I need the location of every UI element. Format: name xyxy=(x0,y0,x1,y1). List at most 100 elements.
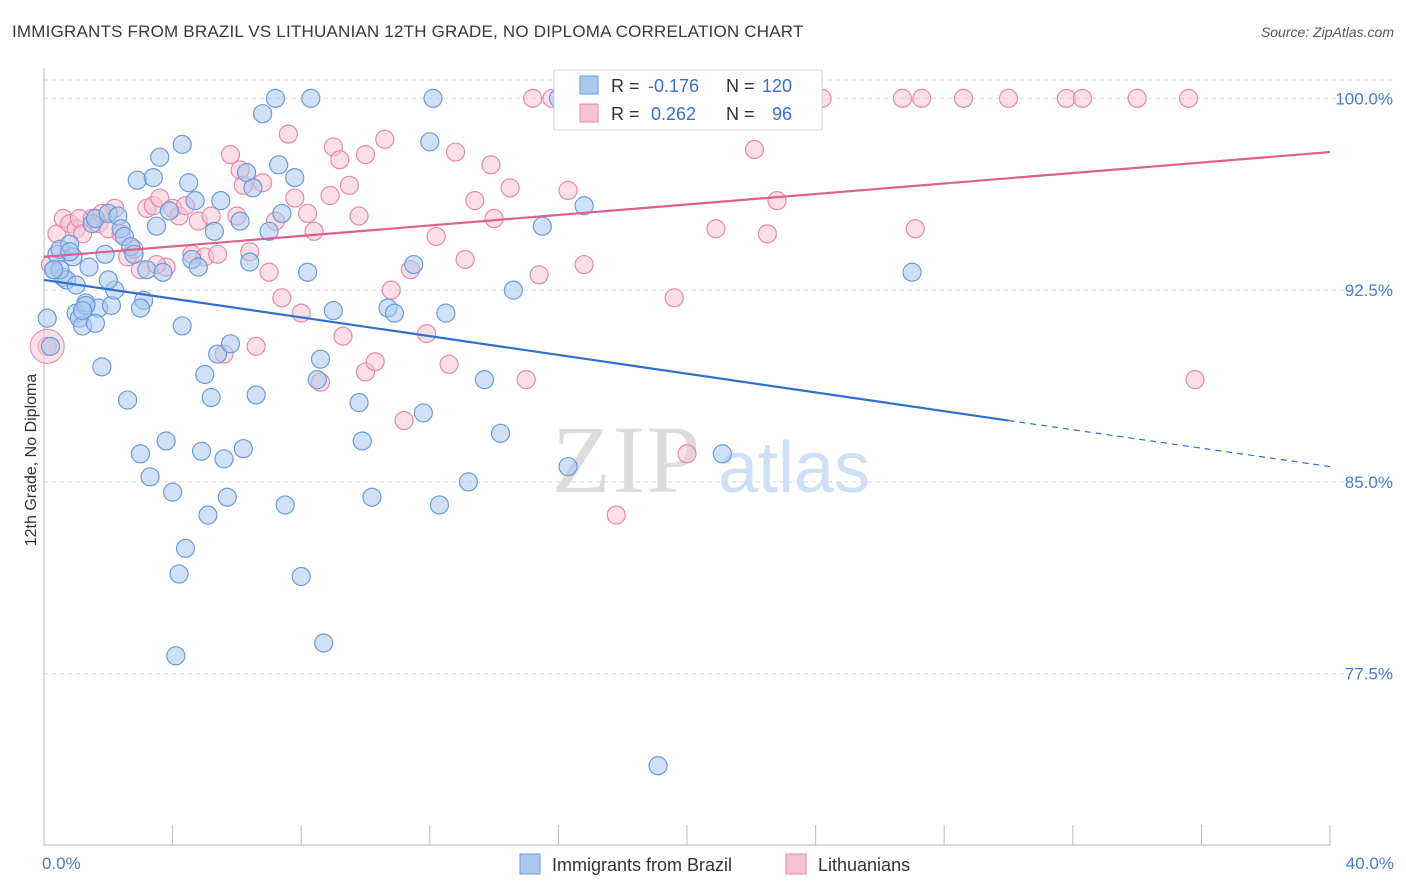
brazil-point xyxy=(169,564,189,584)
lith-point xyxy=(516,370,536,390)
brazil-point xyxy=(143,168,163,188)
lith-point xyxy=(365,352,385,372)
lith-point xyxy=(757,224,777,244)
lith-point xyxy=(381,280,401,300)
brazil-point xyxy=(40,336,61,356)
lith-point xyxy=(905,219,925,239)
y-tick-label: 77.5% xyxy=(1345,665,1393,684)
lith-point xyxy=(1127,88,1147,108)
legend-n-label-brazil: N = xyxy=(726,76,755,96)
brazil-point xyxy=(420,132,440,152)
legend-r-value-lith: 0.262 xyxy=(651,104,696,124)
brazil-point xyxy=(163,482,183,502)
brazil-point xyxy=(301,88,321,108)
brazil-point xyxy=(204,221,224,241)
lith-point xyxy=(706,219,726,239)
brazil-point xyxy=(240,252,260,272)
series-brazil xyxy=(37,88,922,776)
brazil-point xyxy=(98,270,118,290)
brazil-point xyxy=(285,168,305,188)
brazil-point xyxy=(310,349,331,369)
watermark-atlas: atlas xyxy=(718,428,870,508)
brazil-point xyxy=(265,88,286,108)
brazil-point xyxy=(79,257,99,277)
y-tick-label: 100.0% xyxy=(1335,89,1393,108)
lith-point xyxy=(298,203,318,224)
brazil-point xyxy=(130,298,151,318)
brazil-point xyxy=(490,423,511,443)
lith-point xyxy=(677,444,697,464)
brazil-point xyxy=(44,260,64,280)
brazil-point xyxy=(159,201,179,221)
lith-point xyxy=(574,254,594,275)
brazil-point xyxy=(314,633,334,653)
legend-r-label-lith: R = xyxy=(611,104,640,124)
lith-point xyxy=(304,221,324,241)
lith-point xyxy=(285,188,305,208)
trend-lines xyxy=(43,150,1331,468)
trend-brazil-extension xyxy=(1008,419,1331,468)
legend-n-label-lith: N = xyxy=(726,104,755,124)
brazil-point xyxy=(220,334,241,354)
legend-n-value-lith: 96 xyxy=(772,104,792,124)
brazil-point xyxy=(85,313,106,333)
brazil-point xyxy=(558,456,578,477)
brazil-point xyxy=(95,244,115,264)
brazil-point xyxy=(211,191,231,211)
lith-point xyxy=(445,142,466,162)
x-tick-label-end: 40.0% xyxy=(1346,854,1394,873)
brazil-point xyxy=(172,316,192,336)
brazil-point xyxy=(127,170,147,190)
lith-point xyxy=(394,410,414,431)
source-label: Source: ZipAtlas.com xyxy=(1260,24,1394,40)
lith-point xyxy=(416,323,437,344)
lith-point xyxy=(500,178,520,198)
bottom-legend-swatch-lith xyxy=(785,853,807,875)
legend-swatch-brazil xyxy=(579,75,599,95)
brazil-point xyxy=(298,262,318,282)
brazil-point xyxy=(217,487,237,507)
brazil-point xyxy=(474,370,495,390)
brazil-point xyxy=(246,385,266,405)
lith-point xyxy=(1178,88,1199,108)
brazil-point xyxy=(352,431,372,451)
brazil-point xyxy=(153,262,173,282)
lith-point xyxy=(439,354,459,374)
brazil-point xyxy=(574,196,594,216)
brazil-point xyxy=(307,370,327,390)
brazil-point xyxy=(175,538,196,558)
brazil-point xyxy=(208,344,228,364)
lith-point xyxy=(330,150,350,170)
lith-point xyxy=(455,249,475,270)
y-tick-label: 92.5% xyxy=(1345,281,1393,300)
lith-point xyxy=(220,145,241,165)
brazil-point xyxy=(150,147,170,167)
lith-point xyxy=(523,88,543,108)
brazil-point xyxy=(201,387,221,408)
lith-point xyxy=(558,180,578,201)
brazil-point xyxy=(233,439,253,459)
brazil-point xyxy=(146,216,167,236)
trend-lith xyxy=(43,150,1331,258)
brazil-point xyxy=(413,403,433,423)
lith-point xyxy=(953,88,974,108)
lith-point xyxy=(150,188,170,208)
lith-point xyxy=(426,226,446,247)
brazil-point xyxy=(362,487,382,507)
bottom-legend: Immigrants from Brazil Lithuanians xyxy=(519,853,910,875)
brazil-point xyxy=(191,441,212,461)
watermark: ZIP atlas xyxy=(552,406,870,513)
brazil-point xyxy=(532,216,552,236)
brazil-point xyxy=(712,444,732,464)
brazil-point xyxy=(140,467,160,487)
brazil-point xyxy=(404,254,424,275)
brazil-point xyxy=(503,280,523,300)
brazil-point xyxy=(429,495,450,515)
brazil-point xyxy=(253,104,273,124)
chart-title: IMMIGRANTS FROM BRAZIL VS LITHUANIAN 12T… xyxy=(12,22,804,41)
brazil-point xyxy=(458,472,478,492)
lith-point xyxy=(339,175,360,195)
lith-point xyxy=(529,265,549,285)
legend-box xyxy=(553,69,823,131)
